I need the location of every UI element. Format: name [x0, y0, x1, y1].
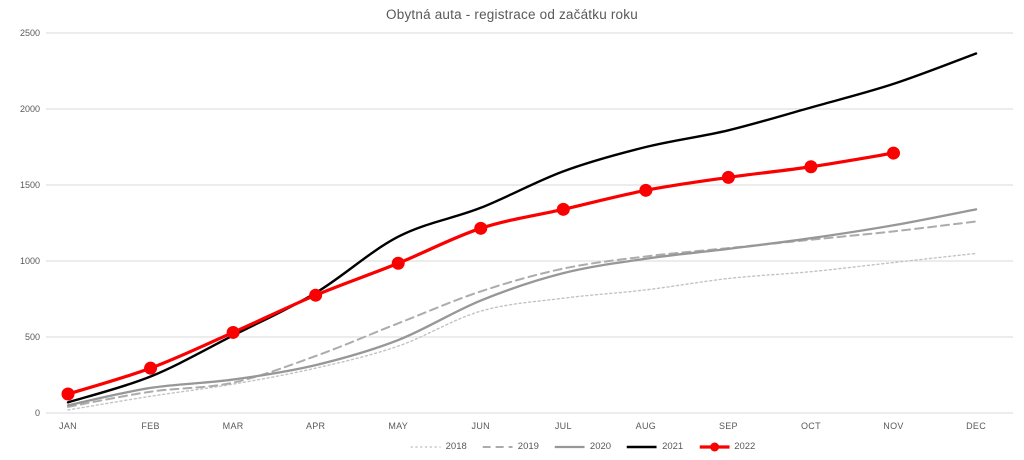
data-point-marker-2022	[721, 170, 735, 184]
y-axis-label: 500	[25, 332, 40, 342]
data-point-marker-2022	[804, 160, 818, 174]
legend-sample-2018	[410, 445, 441, 448]
x-axis-label: DEC	[966, 421, 986, 431]
series-line-2019	[67, 220, 978, 408]
legend-label-2018: 2018	[445, 441, 467, 452]
series-line-2021	[66, 52, 978, 404]
x-axis-label: MAY	[388, 421, 408, 431]
x-axis-label: FEB	[141, 421, 159, 431]
data-point-marker-2022	[556, 202, 570, 216]
legend-item-2019: 2019	[482, 441, 539, 452]
data-point-marker-2022	[309, 288, 323, 302]
legend-label-2020: 2020	[589, 441, 612, 452]
x-axis-label: JAN	[59, 421, 77, 431]
legend-label-2019: 2019	[517, 441, 539, 452]
chart-title: Obytná auta - registrace od začátku roku	[386, 7, 638, 22]
data-point-marker-2022	[144, 361, 158, 375]
legend-item-2021: 2021	[627, 441, 683, 452]
x-axis-label: JUL	[555, 421, 572, 431]
y-axis-label: 0	[35, 408, 40, 418]
legend-sample-2019	[482, 445, 513, 448]
x-axis-label: AUG	[636, 421, 656, 431]
legend-item-2022: 2022	[699, 441, 755, 452]
x-axis-label: NOV	[883, 421, 903, 431]
legend-label-2021: 2021	[662, 441, 684, 452]
series-line-2020	[66, 208, 978, 407]
data-point-marker-2022	[639, 183, 653, 197]
x-axis-label: SEP	[719, 421, 738, 431]
x-axis-label: MAR	[223, 421, 244, 431]
chart-legend: 2018 2019 2020 2021 2022	[410, 441, 755, 452]
legend-sample-2020	[554, 445, 585, 448]
series-line-2018	[67, 252, 977, 411]
data-point-marker-2022	[226, 325, 240, 339]
legend-sample-2021	[627, 445, 658, 448]
legend-label-2022: 2022	[734, 441, 756, 452]
data-point-marker-2022	[474, 221, 488, 235]
legend-sample-2022	[699, 442, 730, 451]
data-point-marker-2022	[61, 387, 75, 401]
y-axis-label: 1500	[20, 180, 40, 190]
y-axis-label: 1000	[20, 256, 40, 266]
legend-item-2020: 2020	[554, 441, 612, 452]
x-axis-label: APR	[306, 421, 326, 431]
data-point-marker-2022	[391, 256, 405, 270]
x-axis-label: OCT	[801, 421, 821, 431]
data-point-marker-2022	[887, 146, 900, 160]
y-axis-label: 2500	[20, 28, 40, 38]
legend-item-2018: 2018	[410, 441, 467, 452]
line-chart-plot: 0 500 1000 1500 2000 2500 JAN FEB MAR APR MAY JUN JU…	[20, 28, 1013, 431]
y-axis-label: 2000	[20, 104, 40, 114]
x-axis-label: JUN	[472, 421, 490, 431]
